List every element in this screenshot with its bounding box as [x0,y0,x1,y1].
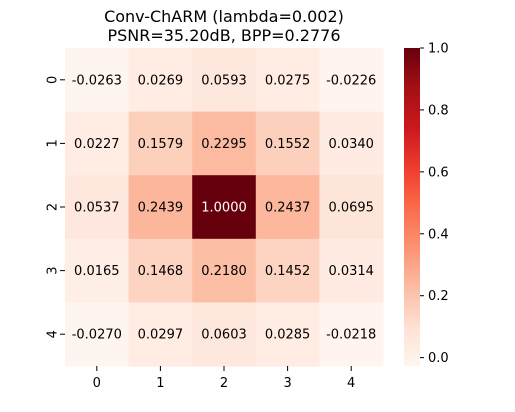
heatmap-cell-3-4 [319,238,384,303]
heatmap-cell-1-0 [65,111,130,176]
heatmap-cell-3-3 [255,238,320,303]
cell-value-label: 0.0269 [138,73,184,88]
x-tick-label: 1 [156,376,164,391]
colorbar-tick-label: 0.2 [428,289,449,304]
cell-value-label: 0.0695 [328,201,374,216]
heatmap-cell-2-2 [192,175,257,240]
heatmap-cell-3-0 [65,238,130,303]
heatmap-cell-2-0 [65,175,130,240]
cell-value-label: -0.0218 [326,328,376,343]
cell-value-label: -0.0270 [72,328,122,343]
heatmap-cell-0-2 [192,48,257,113]
cell-value-label: -0.0263 [72,73,122,88]
heatmap-cell-2-3 [255,175,320,240]
heatmap-cell-1-4 [319,111,384,176]
cell-value-label: 0.2295 [201,137,247,152]
chart-subtitle: PSNR=35.20dB, BPP=0.2776 [107,26,340,45]
y-axis: 0 1 2 3 4 [46,76,65,338]
y-tick-label: 4 [46,330,61,338]
x-axis: 0 1 2 3 4 [93,366,355,391]
chart-title: Conv-ChARM (lambda=0.002) [104,7,344,26]
heatmap-cell-0-3 [255,48,320,113]
colorbar-tick-label: 0.4 [428,227,449,242]
cell-value-label: 0.0537 [74,201,120,216]
heatmap-cell-4-3 [255,302,320,367]
cell-value-label: 0.0603 [201,328,247,343]
heatmap-cell-3-1 [128,238,193,303]
heatmap-cell-4-4 [319,302,384,367]
heatmap-cell-4-1 [128,302,193,367]
heatmap-cell-0-4 [319,48,384,113]
cell-value-label: 0.0285 [265,328,311,343]
cell-value-label: 0.2180 [201,264,247,279]
heatmap-cell-4-2 [192,302,257,367]
y-tick-label: 2 [46,203,61,211]
y-tick-label: 0 [46,76,61,84]
cell-value-label: 0.1579 [138,137,184,152]
x-tick-label: 4 [347,376,355,391]
heatmap-cell-3-2 [192,238,257,303]
colorbar-tick-label: 0.0 [428,351,449,366]
colorbar-tick-label: 1.0 [428,42,449,57]
heatmap-cell-1-2 [192,111,257,176]
heatmap-cell-4-0 [65,302,130,367]
x-tick-label: 3 [283,376,291,391]
cell-value-label: 0.0593 [201,73,247,88]
heatmap-cells: -0.0263 0.0269 0.0593 0.0275 -0.0226 0.0227 0.… [65,48,384,367]
cell-value-label: 0.0297 [138,328,184,343]
cell-value-label: 0.0340 [328,137,374,152]
cell-value-label: 0.1452 [265,264,311,279]
y-tick-label: 3 [46,266,61,274]
colorbar-axis: 0.0 0.2 0.4 0.6 0.8 1.0 [420,42,449,366]
heatmap-cell-2-1 [128,175,193,240]
x-tick-label: 0 [93,376,101,391]
cell-value-label: 0.0165 [74,264,120,279]
colorbar-tick-label: 0.8 [428,103,449,118]
heatmap-cell-1-3 [255,111,320,176]
cell-value-label: -0.0226 [326,73,376,88]
heatmap-cell-1-1 [128,111,193,176]
cell-value-label: 0.0227 [74,137,120,152]
x-tick-label: 2 [220,376,228,391]
cell-value-label: 0.2439 [138,201,184,216]
heatmap-cell-0-0 [65,48,130,113]
cell-value-label: 0.2437 [265,201,311,216]
heatmap-cell-2-4 [319,175,384,240]
cell-value-label: 0.0275 [265,73,311,88]
y-tick-label: 1 [46,139,61,147]
cell-value-label: 0.1468 [138,264,184,279]
colorbar [404,48,420,366]
cell-value-label: 0.1552 [265,137,311,152]
colorbar-tick-label: 0.6 [428,165,449,180]
heatmap-cell-0-1 [128,48,193,113]
cell-value-label: 0.0314 [328,264,374,279]
cell-value-label: 1.0000 [201,201,247,216]
